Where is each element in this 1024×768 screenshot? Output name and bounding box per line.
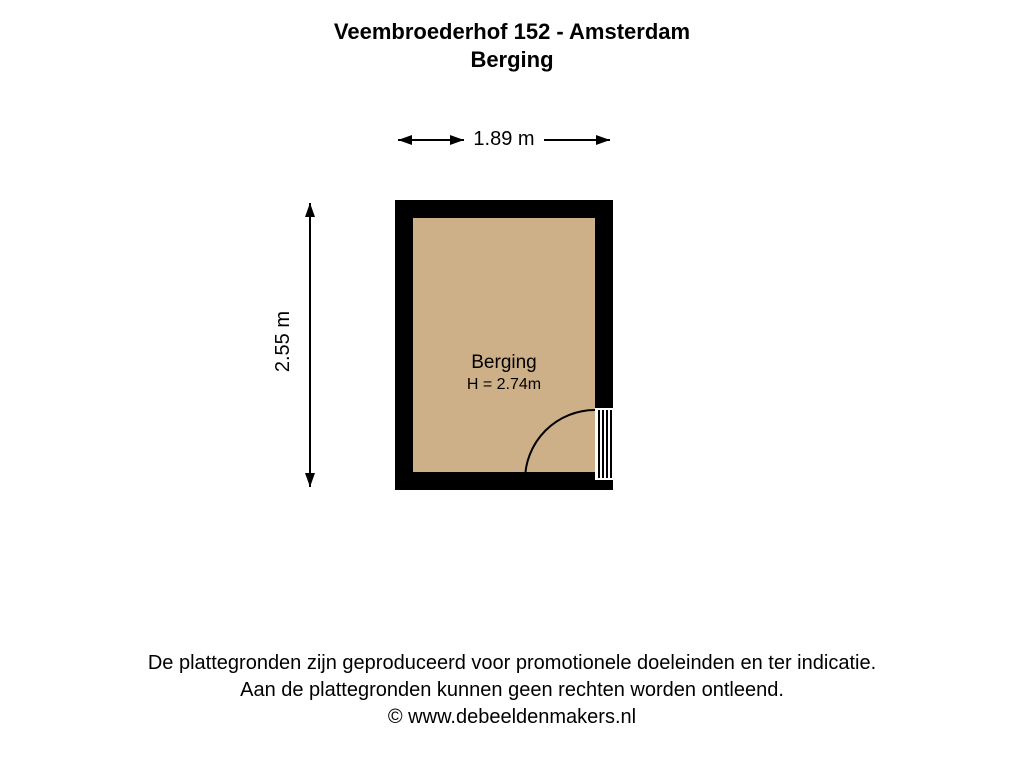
room-label: Berging H = 2.74m	[404, 351, 604, 395]
room-name: Berging	[404, 351, 604, 375]
room-height-label: H = 2.74m	[404, 375, 604, 395]
footer: De plattegronden zijn geproduceerd voor …	[0, 650, 1024, 731]
footer-line2: Aan de plattegronden kunnen geen rechten…	[0, 677, 1024, 704]
footer-line1: De plattegronden zijn geproduceerd voor …	[0, 650, 1024, 677]
page: Veembroederhof 152 - Amsterdam Berging 1…	[0, 0, 1024, 768]
footer-line3: © www.debeeldenmakers.nl	[0, 704, 1024, 731]
